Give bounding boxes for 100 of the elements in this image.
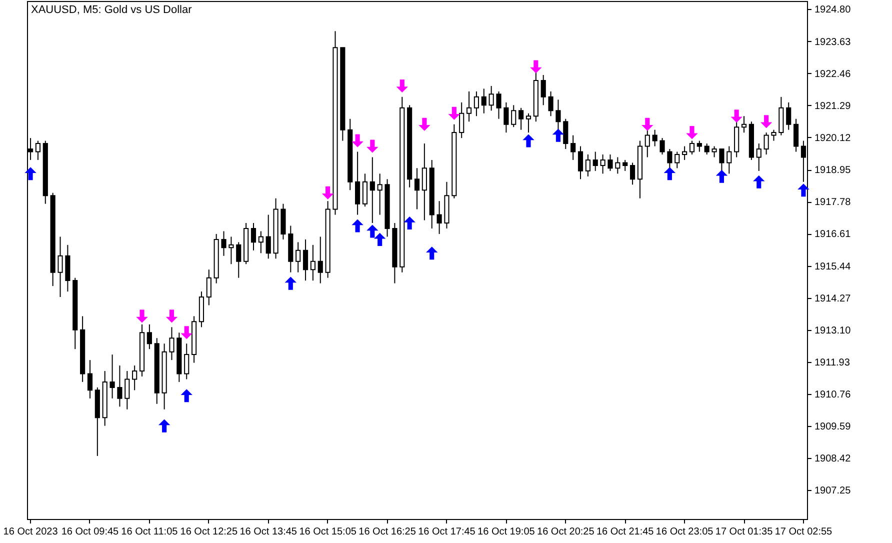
y-tick-label: 1921.29 [814,100,852,112]
candlestick [793,118,799,152]
y-tick-label: 1918.95 [814,165,852,176]
candlestick [459,102,464,139]
candlestick [481,88,486,114]
candlestick [146,324,152,350]
point [664,167,676,180]
candlestick [578,146,584,180]
candlestick [511,104,516,128]
x-tick-label: 16 Oct 15:05 [299,526,357,538]
candlestick [630,162,636,186]
candlestick [310,244,316,282]
y-tick-label: 1917.78 [814,197,852,208]
point [180,326,192,340]
candlestick [302,238,308,282]
y-tick-label: 1911.93 [814,357,850,368]
candlestick [652,129,658,147]
point [448,106,460,120]
point [753,175,765,188]
x-tick-label: 16 Oct 19:05 [478,526,536,538]
candlestick [563,118,568,150]
candlestick [800,140,806,182]
point [352,219,364,232]
candlestick [228,236,234,265]
x-tick-label: 16 Oct 11:05 [121,526,178,538]
x-tick-label: 16 Oct 23:05 [656,526,714,538]
x-tick-label: 16 Oct 09:45 [61,526,120,538]
y-tick-label: 1923.63 [814,36,852,48]
point [24,167,36,180]
point [552,128,564,142]
candlestick [414,168,420,210]
chart-title: XAUUSD, M5: Gold vs US Dollar [31,4,192,16]
candlestick [600,154,606,174]
point [396,79,408,92]
point [642,118,654,131]
candlestick [771,129,776,142]
y-tick-label: 1920.12 [814,132,852,144]
candlestick [548,90,554,117]
x-tick-label: 17 Oct 02:55 [774,526,833,538]
candlestick [124,370,130,410]
candlestick [377,173,382,216]
candlestick [585,154,590,177]
candlestick [756,143,762,172]
candlestick [719,148,724,172]
y-tick-label: 1910.76 [814,390,852,401]
candlestick [496,90,502,120]
candlestick [660,138,665,155]
candlestick [35,140,41,160]
candlestick [622,159,628,172]
y-tick-label: 1909.59 [814,422,852,433]
y-tick-label: 1916.61 [814,229,852,240]
candlestick [110,354,115,399]
point [530,60,542,74]
candlestick [236,242,242,278]
candlestick [696,140,702,152]
x-tick-label: 16 Oct 13:45 [240,526,298,538]
candlestick [608,154,613,172]
point [760,115,772,128]
candlestick [184,343,190,380]
point [686,126,698,140]
candlestick [615,156,620,174]
candlestick [540,74,546,106]
candlestick [258,230,264,254]
candlestick [704,143,710,155]
candlestick [169,326,174,361]
point [374,232,386,246]
candlestick [712,146,717,158]
candlestick [87,360,93,399]
point [136,310,148,323]
candlestick [786,102,792,130]
y-tick-label: 1915.44 [814,261,852,272]
candlestick [250,222,256,251]
candlestick [504,102,509,134]
point [730,110,742,123]
candlestick [422,143,427,221]
candlestick [689,140,695,155]
candlestick [318,236,323,284]
candlestick [58,236,63,298]
candlestick [526,112,532,134]
candlestick [436,200,442,234]
y-tick-label: 1907.25 [814,486,852,497]
x-tick-label: 16 Oct 12:25 [180,526,238,538]
candlestick [570,134,576,160]
point [166,310,178,323]
candlestick [362,173,368,208]
point [352,134,364,148]
candlestick [667,148,672,169]
point [418,118,430,131]
point [158,419,170,432]
point [426,246,438,260]
candlestick [266,214,271,260]
point [404,216,416,230]
candlestick [764,132,769,155]
candlestick [370,156,375,224]
candlestick [644,129,650,158]
point [366,224,378,238]
point [366,140,378,153]
candlestick [221,230,226,256]
candlestick [674,151,680,169]
point [322,186,334,200]
